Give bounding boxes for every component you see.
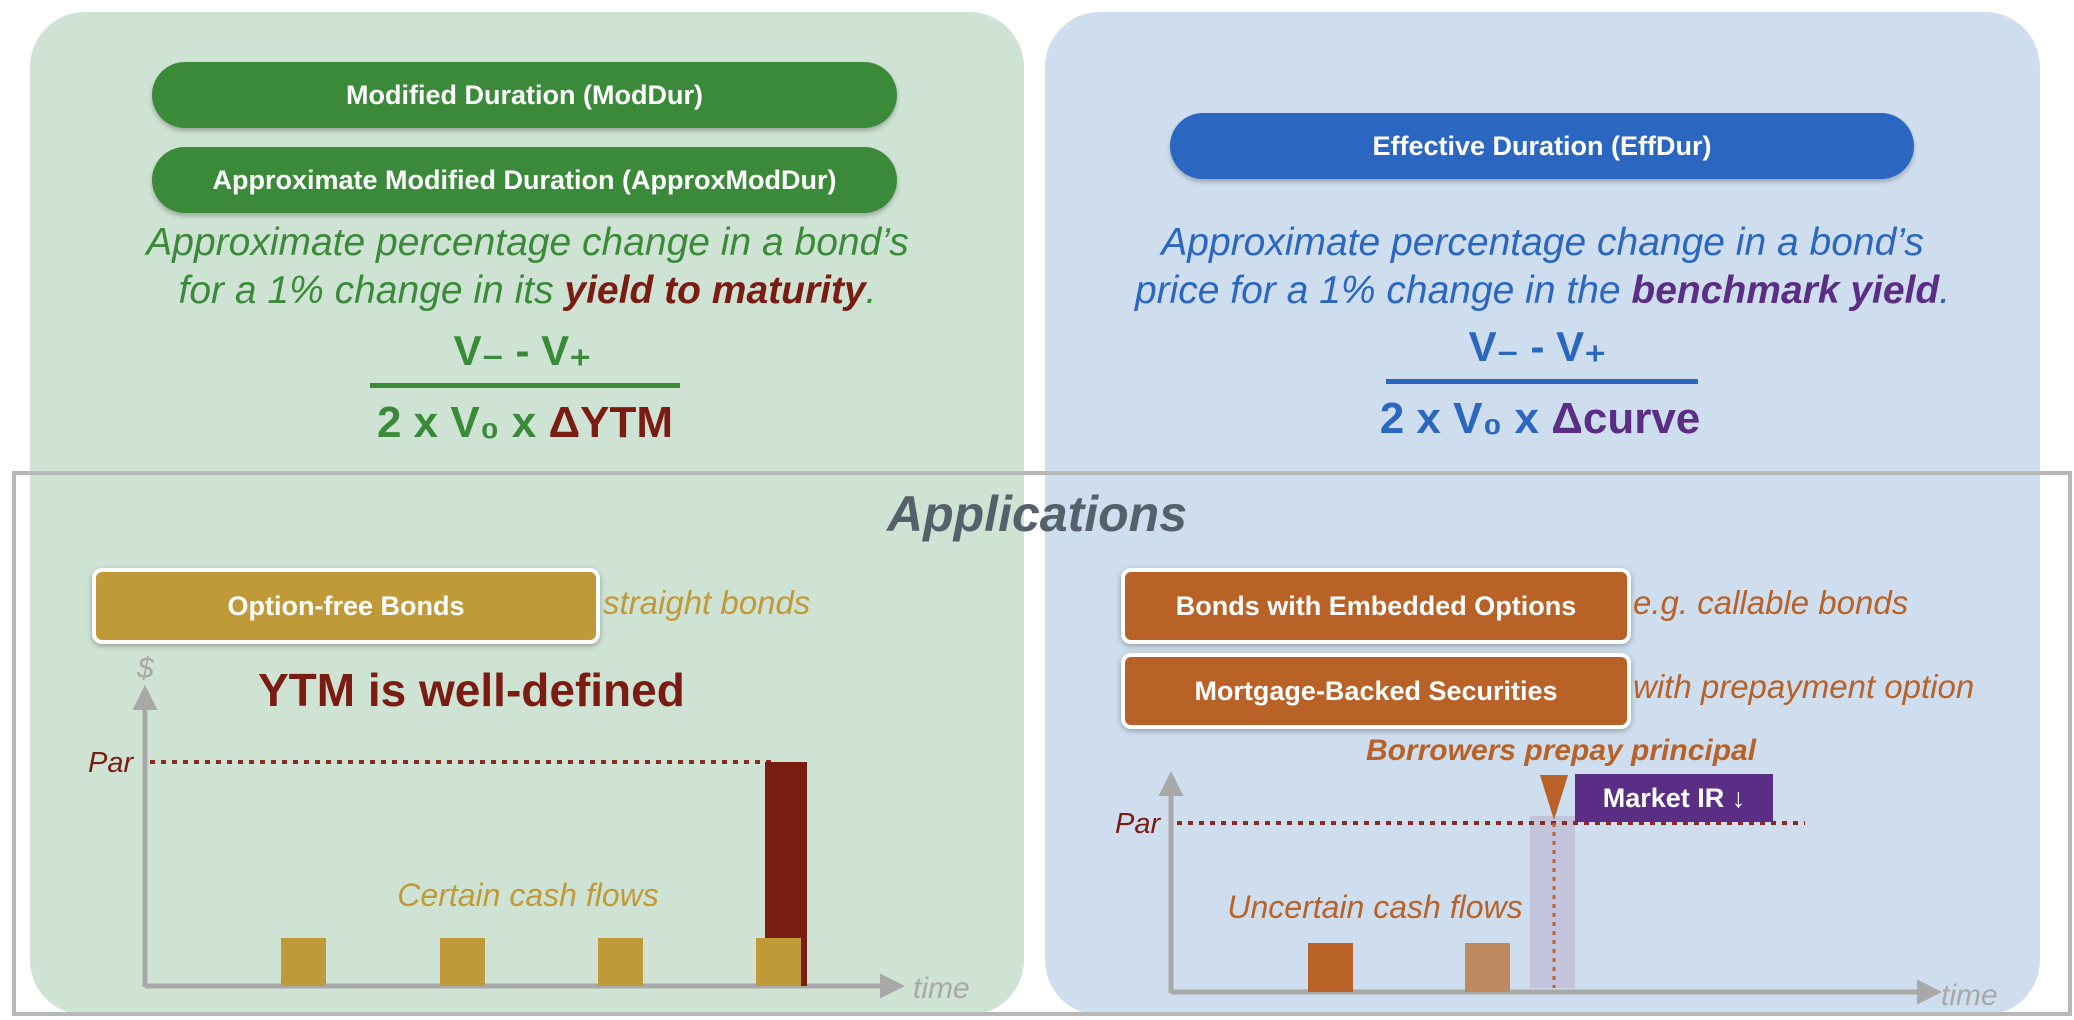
effdur-pill: Effective Duration (EffDur) (1170, 113, 1914, 179)
left-chart: $ time Par Certain cash flows (88, 652, 970, 1005)
right-x-label: time (1941, 979, 1998, 1012)
prepayment-option-note: with prepayment option (1633, 668, 1975, 705)
moddur-denominator: 2 x V₀ x ΔYTM (330, 398, 720, 448)
market-ir-label: Market IR ↓ (1603, 783, 1746, 813)
effdur-denominator-main: 2 x V₀ x (1379, 394, 1552, 443)
coupon-bar-1 (281, 938, 326, 986)
effdur-description-period: . (1939, 269, 1951, 312)
delta-curve: Δcurve (1551, 394, 1701, 443)
left-x-label: time (913, 972, 970, 1005)
coupon-bar-3 (598, 938, 643, 986)
moddur-fraction-bar (370, 383, 680, 388)
applications-frame (12, 471, 2072, 1016)
moddur-pill: Modified Duration (ModDur) (152, 62, 897, 128)
moddur-description-period: . (865, 269, 877, 312)
moddur-description-line2: for a 1% change in its yield to maturity… (40, 267, 1015, 315)
callable-bonds-note: e.g. callable bonds (1633, 584, 1909, 621)
effdur-fraction-bar (1386, 379, 1698, 384)
effdur-denominator: 2 x V₀ x Δcurve (1335, 394, 1745, 444)
embedded-options-box: Bonds with Embedded Options (1121, 568, 1631, 644)
left-y-label: $ (136, 652, 155, 685)
right-chart: time Par Market IR ↓ Borrowers prepay pr… (1115, 734, 1998, 1012)
prepayment-arrow-icon (1540, 775, 1568, 820)
mbs-box: Mortgage-Backed Securities (1121, 653, 1631, 729)
benchmark-yield-emphasis: benchmark yield (1631, 269, 1940, 312)
yield-to-maturity-emphasis: yield to maturity (564, 269, 866, 312)
moddur-numerator: V₋ - V₊ (453, 327, 592, 374)
effdur-description-line2-text: price for a 1% change in the (1134, 269, 1632, 312)
applications-title: Applications (886, 486, 1188, 542)
moddur-description-line1: Approximate percentage change in a bond’… (146, 221, 909, 264)
option-free-bonds-box: Option-free Bonds (92, 568, 600, 644)
moddur-description: Approximate percentage change in a bond’… (40, 219, 1015, 315)
coupon-bar-4 (756, 938, 801, 986)
straight-bonds-note: straight bonds (603, 584, 811, 621)
market-ir-badge (1575, 774, 1773, 822)
borrowers-prepay-label: Borrowers prepay principal (1366, 734, 1757, 767)
uncertain-cash-flows-label: Uncertain cash flows (1227, 889, 1522, 925)
certain-cash-flows-label: Certain cash flows (397, 877, 658, 913)
delta-ytm: ΔYTM (548, 398, 673, 447)
right-par-label: Par (1115, 808, 1161, 840)
ytm-well-defined-headline: YTM is well-defined (258, 664, 685, 716)
approx-moddur-pill: Approximate Modified Duration (ApproxMod… (152, 147, 897, 213)
mbs-cash-flow-1 (1308, 943, 1353, 992)
coupon-bar-2 (440, 938, 485, 986)
left-par-label: Par (88, 747, 134, 779)
effdur-description-line2: price for a 1% change in the benchmark y… (1055, 267, 2030, 315)
effdur-description: Approximate percentage change in a bond’… (1055, 219, 2030, 315)
mbs-cash-flow-2 (1465, 943, 1510, 992)
moddur-description-line2-text: for a 1% change in its (178, 269, 565, 312)
effdur-numerator: V₋ - V₊ (1468, 323, 1607, 370)
moddur-denominator-main: 2 x V₀ x (376, 398, 549, 447)
effdur-description-line1: Approximate percentage change in a bond’… (1161, 221, 1924, 264)
